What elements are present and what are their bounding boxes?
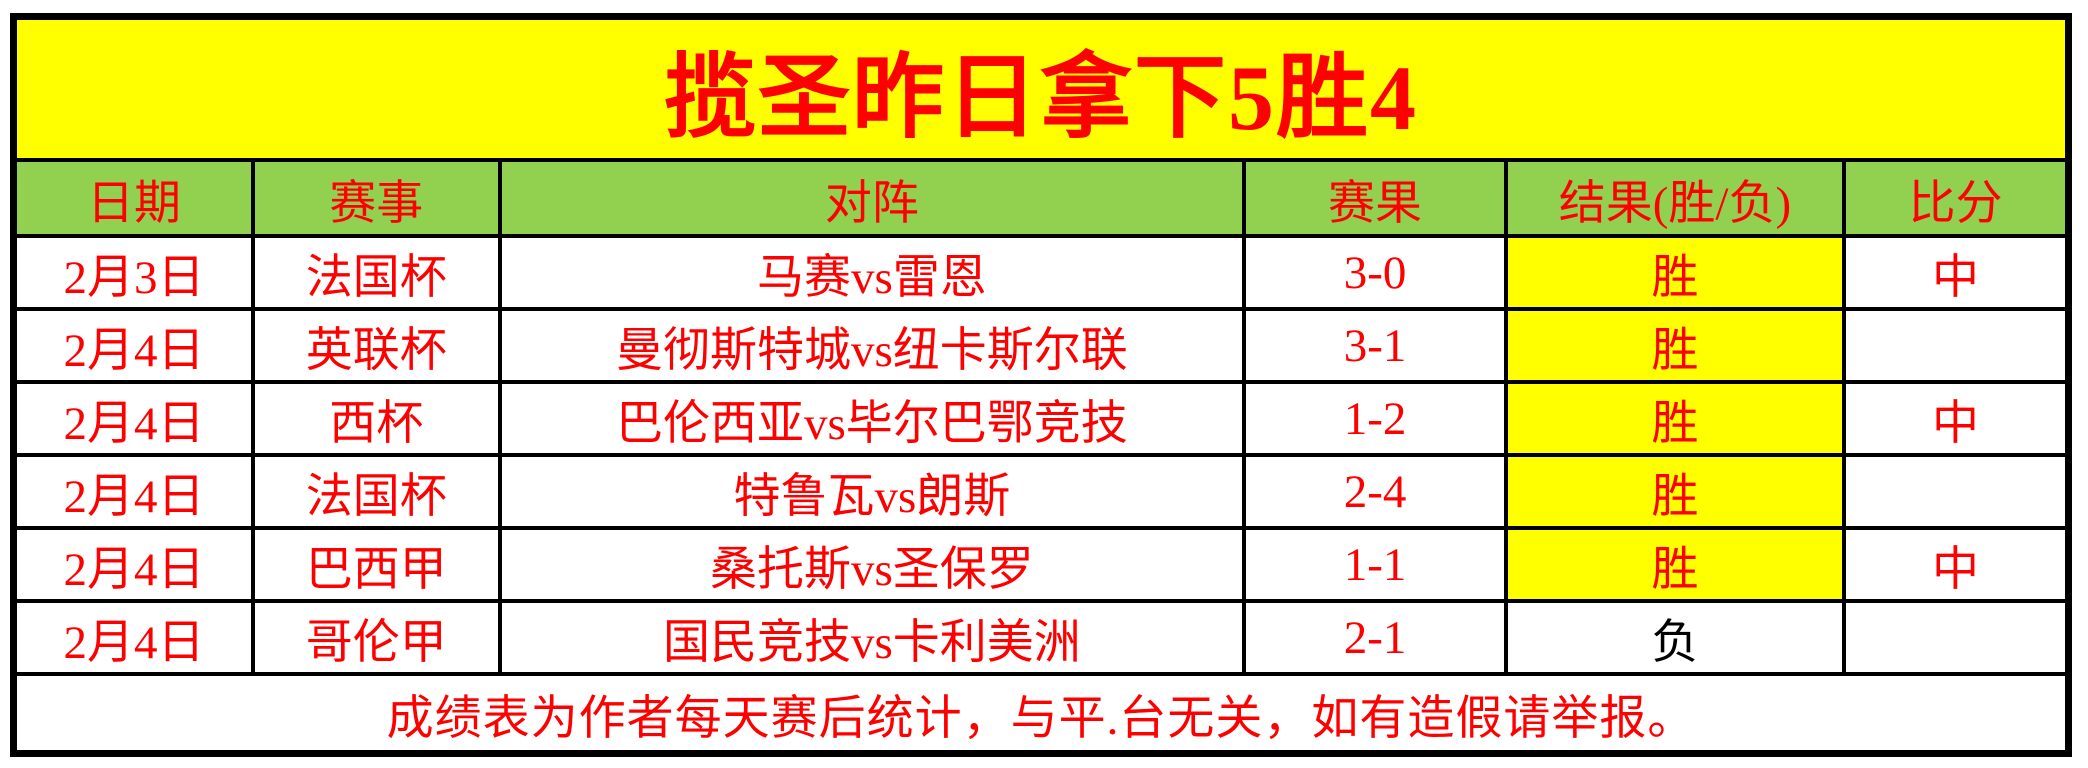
table-row: 2月4日 英联杯 曼彻斯特城vs纽卡斯尔联 3-1 胜 bbox=[11, 307, 2071, 384]
title-banner-row: 揽圣昨日拿下5胜4 bbox=[11, 14, 2071, 162]
result-cell: 胜 bbox=[1503, 307, 1847, 384]
result-cell: 胜 bbox=[1503, 453, 1847, 530]
date-cell: 2月4日 bbox=[11, 453, 255, 530]
hit-cell: 中 bbox=[1842, 380, 2071, 457]
league-cell: 英联杯 bbox=[251, 307, 502, 384]
score-cell: 3-1 bbox=[1242, 307, 1508, 384]
match-cell: 马赛vs雷恩 bbox=[497, 234, 1247, 311]
hit-cell: 中 bbox=[1842, 526, 2071, 603]
results-table: 揽圣昨日拿下5胜4 日期 赛事 对阵 赛果 结果(胜/负) 比分 2月3日 法国… bbox=[10, 13, 2072, 757]
result-cell: 负 bbox=[1503, 599, 1847, 676]
column-header-result: 结果(胜/负) bbox=[1503, 158, 1847, 238]
result-cell: 胜 bbox=[1503, 380, 1847, 457]
column-header-score: 赛果 bbox=[1242, 158, 1508, 238]
date-cell: 2月4日 bbox=[11, 380, 255, 457]
score-cell: 2-1 bbox=[1242, 599, 1508, 676]
column-header-date: 日期 bbox=[11, 158, 255, 238]
page-title: 揽圣昨日拿下5胜4 bbox=[11, 14, 2071, 162]
league-cell: 巴西甲 bbox=[251, 526, 502, 603]
hit-cell bbox=[1842, 453, 2071, 530]
disclaimer-row: 成绩表为作者每天赛后统计，与平.台无关，如有造假请举报。 bbox=[11, 672, 2071, 756]
date-cell: 2月4日 bbox=[11, 526, 255, 603]
table-header-row: 日期 赛事 对阵 赛果 结果(胜/负) 比分 bbox=[11, 158, 2071, 238]
league-cell: 法国杯 bbox=[251, 234, 502, 311]
league-cell: 西杯 bbox=[251, 380, 502, 457]
league-cell: 哥伦甲 bbox=[251, 599, 502, 676]
table-row: 2月3日 法国杯 马赛vs雷恩 3-0 胜 中 bbox=[11, 234, 2071, 311]
score-cell: 1-2 bbox=[1242, 380, 1508, 457]
table-row: 2月4日 巴西甲 桑托斯vs圣保罗 1-1 胜 中 bbox=[11, 526, 2071, 603]
column-header-league: 赛事 bbox=[251, 158, 502, 238]
hit-cell bbox=[1842, 307, 2071, 384]
result-cell: 胜 bbox=[1503, 526, 1847, 603]
match-cell: 国民竞技vs卡利美洲 bbox=[497, 599, 1247, 676]
hit-cell: 中 bbox=[1842, 234, 2071, 311]
match-cell: 桑托斯vs圣保罗 bbox=[497, 526, 1247, 603]
match-cell: 曼彻斯特城vs纽卡斯尔联 bbox=[497, 307, 1247, 384]
column-header-hit: 比分 bbox=[1842, 158, 2071, 238]
result-cell: 胜 bbox=[1503, 234, 1847, 311]
score-cell: 1-1 bbox=[1242, 526, 1508, 603]
date-cell: 2月3日 bbox=[11, 234, 255, 311]
column-header-match: 对阵 bbox=[497, 158, 1247, 238]
hit-cell bbox=[1842, 599, 2071, 676]
match-cell: 特鲁瓦vs朗斯 bbox=[497, 453, 1247, 530]
score-cell: 2-4 bbox=[1242, 453, 1508, 530]
score-cell: 3-0 bbox=[1242, 234, 1508, 311]
match-cell: 巴伦西亚vs毕尔巴鄂竞技 bbox=[497, 380, 1247, 457]
disclaimer-text: 成绩表为作者每天赛后统计，与平.台无关，如有造假请举报。 bbox=[11, 672, 2071, 756]
table-row: 2月4日 哥伦甲 国民竞技vs卡利美洲 2-1 负 bbox=[11, 599, 2071, 676]
league-cell: 法国杯 bbox=[251, 453, 502, 530]
date-cell: 2月4日 bbox=[11, 307, 255, 384]
date-cell: 2月4日 bbox=[11, 599, 255, 676]
table-row: 2月4日 法国杯 特鲁瓦vs朗斯 2-4 胜 bbox=[11, 453, 2071, 530]
table-row: 2月4日 西杯 巴伦西亚vs毕尔巴鄂竞技 1-2 胜 中 bbox=[11, 380, 2071, 457]
